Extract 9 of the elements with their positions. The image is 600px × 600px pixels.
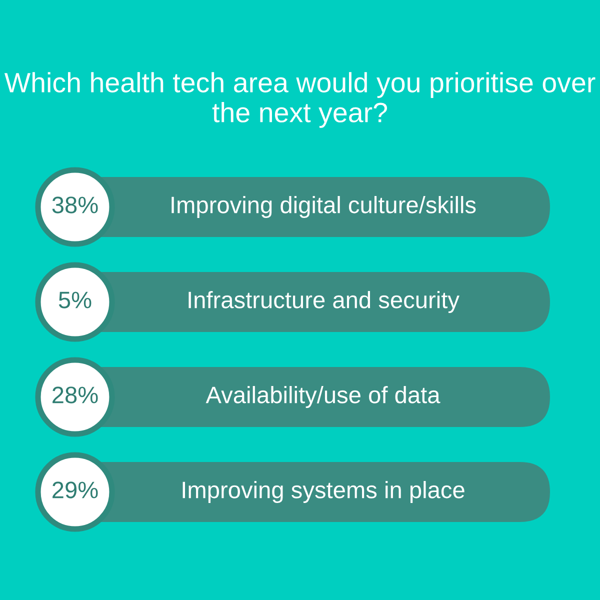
text: Which health tech area would you prioritise over the next year? (4, 72, 596, 128)
data-label: 28% (52, 386, 98, 404)
category-label: Infrastructure and security (188, 290, 460, 314)
category-label: Improving digital culture/skills (172, 196, 476, 218)
category-label: Improving systems in place (182, 480, 464, 504)
data-label: 38% (52, 196, 98, 214)
category-label: Availability/use of data (206, 386, 440, 408)
data-label: 29% (52, 482, 98, 498)
data-label: 5% (58, 292, 92, 308)
